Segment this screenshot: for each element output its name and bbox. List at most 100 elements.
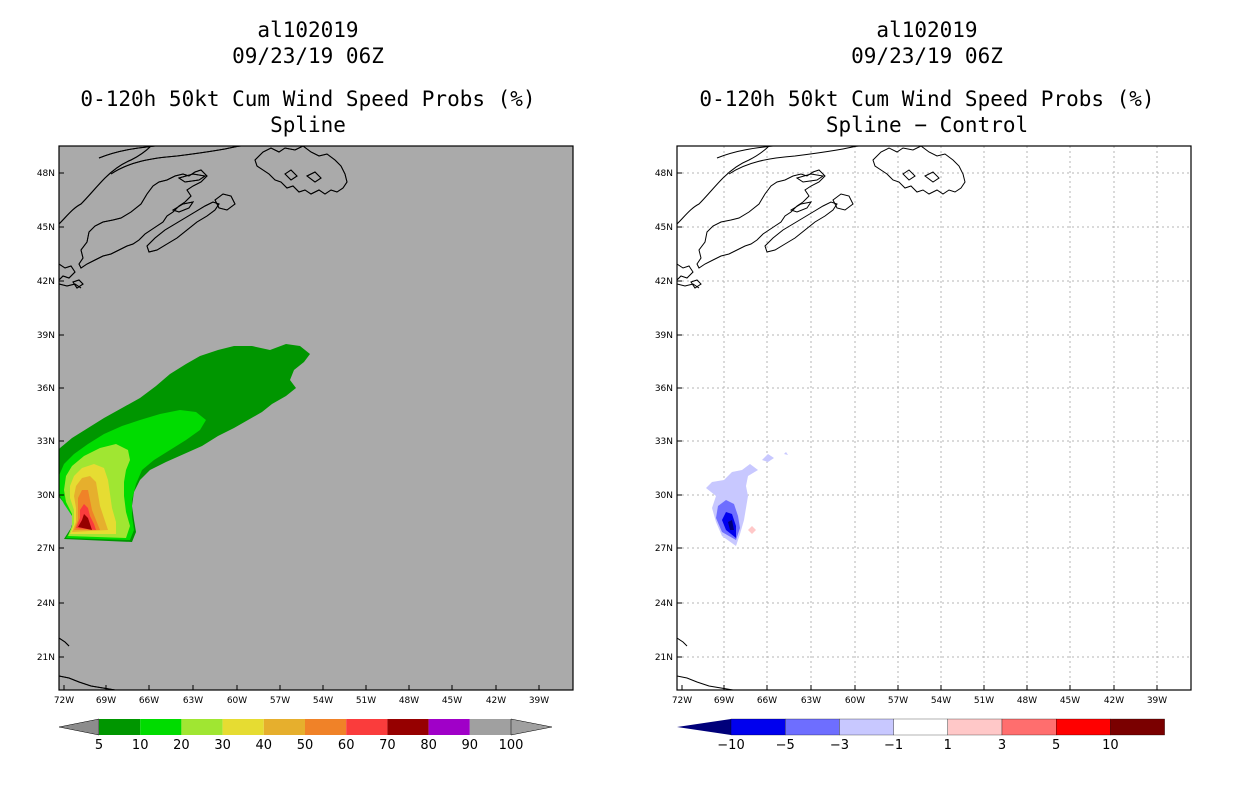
lat-tick-label: 48N xyxy=(37,169,55,179)
colorbar-label: 100 xyxy=(499,738,524,753)
storm-id: al102019 xyxy=(257,18,359,42)
colorbar-box xyxy=(99,719,141,735)
colorbar-label: 40 xyxy=(256,738,273,753)
axis-ticks: 48N 45N 42N 39N 36N 33N 30N 27N 24N 21N 72W 69W 66W 6… xyxy=(655,169,1167,706)
lon-tick-label: 66W xyxy=(757,696,777,706)
difference-contours xyxy=(706,452,788,546)
left-map: 48N 45N 42N 39N 36N 33N 30N 27N 24N 21N 72W 69W 66W 6… xyxy=(37,145,574,706)
colorbar-label: 10 xyxy=(1102,738,1119,753)
storm-id: al102019 xyxy=(876,18,978,42)
lat-tick-label: 27N xyxy=(37,544,55,554)
map-frame xyxy=(58,145,574,691)
colorbar-box xyxy=(839,718,894,736)
colorbar-high-arrow xyxy=(510,718,553,736)
left-colorbar: 5 10 20 30 40 50 60 70 80 90 100 xyxy=(58,718,553,753)
lat-tick-label: 39N xyxy=(655,331,673,341)
lon-tick-label: 63W xyxy=(183,696,203,706)
colorbar-label: 20 xyxy=(173,738,190,753)
lat-tick-label: 42N xyxy=(655,277,673,287)
lon-tick-label: 51W xyxy=(974,696,994,706)
lon-tick-label: 60W xyxy=(227,696,247,706)
lat-tick-label: 24N xyxy=(655,599,673,609)
right-map: 48N 45N 42N 39N 36N 33N 30N 27N 24N 21N 72W 69W 66W 6… xyxy=(655,145,1192,706)
lon-tick-label: 66W xyxy=(139,696,159,706)
lon-tick-label: 39W xyxy=(529,696,549,706)
colorbar-box xyxy=(1001,718,1057,736)
contour-neg-10 xyxy=(728,520,734,530)
lon-tick-label: 63W xyxy=(801,696,821,706)
colorbar-low-arrow xyxy=(677,719,731,735)
colorbar-label: −5 xyxy=(776,738,795,753)
colorbar-label: 1 xyxy=(944,738,952,753)
wind-probability-contours xyxy=(59,344,310,542)
colorbar-box xyxy=(346,719,388,735)
lat-tick-label: 33N xyxy=(37,437,55,447)
contour-neg-1-3 xyxy=(762,454,774,462)
colorbar-label: 10 xyxy=(132,738,149,753)
colorbar-box xyxy=(181,719,223,735)
colorbar-box xyxy=(305,719,347,735)
colorbar-label: 5 xyxy=(95,738,103,753)
colorbar-box xyxy=(387,719,429,735)
lon-tick-label: 39W xyxy=(1147,696,1167,706)
colorbar-low-arrow xyxy=(58,718,100,736)
colorbar-box xyxy=(785,718,840,736)
colorbar-label: −1 xyxy=(884,738,903,753)
right-colorbar: −10 −5 −3 −1 1 3 5 10 xyxy=(677,718,1165,753)
lon-tick-label: 60W xyxy=(845,696,865,706)
lon-tick-label: 42W xyxy=(1104,696,1124,706)
lon-tick-label: 45W xyxy=(1060,696,1080,706)
colorbar-box xyxy=(1056,718,1111,736)
colorbar-box xyxy=(140,719,182,735)
lon-tick-label: 48W xyxy=(399,696,419,706)
left-panel-title: al102019 09/23/19 06Z 0-120h 50kt Cum Wi… xyxy=(8,17,608,138)
contour-pos-1-3 xyxy=(748,526,756,534)
datetime: 09/23/19 06Z xyxy=(232,44,384,68)
colorbar-label: 3 xyxy=(998,738,1006,753)
lon-tick-label: 54W xyxy=(313,696,333,706)
lon-tick-label: 72W xyxy=(672,696,692,706)
lat-tick-label: 45N xyxy=(655,223,673,233)
lat-tick-label: 21N xyxy=(37,653,55,663)
lat-tick-label: 33N xyxy=(655,437,673,447)
lon-tick-label: 72W xyxy=(54,696,74,706)
colorbar-label: 30 xyxy=(214,738,231,753)
colorbar-box xyxy=(222,719,264,735)
product-title: 0-120h 50kt Cum Wind Speed Probs (%) xyxy=(699,87,1155,111)
colorbar-label: 60 xyxy=(338,738,355,753)
lon-tick-label: 45W xyxy=(442,696,462,706)
lon-tick-label: 42W xyxy=(486,696,506,706)
colorbar-label: −10 xyxy=(717,738,744,753)
colorbar-label: 5 xyxy=(1052,738,1060,753)
lat-tick-label: 36N xyxy=(655,384,673,394)
colorbar-box xyxy=(428,719,470,735)
lat-tick-label: 30N xyxy=(655,491,673,501)
lon-tick-label: 54W xyxy=(931,696,951,706)
colorbar-high-arrow xyxy=(1110,719,1165,735)
colorbar-box xyxy=(947,718,1003,736)
contour-pos-1-3 xyxy=(784,452,788,455)
lat-tick-label: 36N xyxy=(37,384,55,394)
contour-70-80 xyxy=(78,514,92,530)
panel-subtitle: Spline − Control xyxy=(825,113,1029,137)
lat-tick-label: 24N xyxy=(37,599,55,609)
lat-tick-label: 39N xyxy=(37,331,55,341)
lat-tick-label: 27N xyxy=(655,544,673,554)
lon-tick-label: 48W xyxy=(1017,696,1037,706)
colorbar-box xyxy=(893,718,948,736)
datetime: 09/23/19 06Z xyxy=(851,44,1003,68)
map-background xyxy=(677,146,1191,690)
lat-tick-label: 48N xyxy=(655,169,673,179)
lon-tick-label: 51W xyxy=(356,696,376,706)
right-panel-title: al102019 09/23/19 06Z 0-120h 50kt Cum Wi… xyxy=(627,17,1227,138)
lat-tick-label: 42N xyxy=(37,277,55,287)
colorbar-box xyxy=(469,719,511,735)
lat-tick-label: 45N xyxy=(37,223,55,233)
axis-ticks: 48N 45N 42N 39N 36N 33N 30N 27N 24N 21N 72W 69W 66W 6… xyxy=(37,169,549,706)
colorbar-box xyxy=(730,718,786,736)
map-frame xyxy=(676,145,1192,691)
colorbar-label: −3 xyxy=(830,738,849,753)
panel-subtitle: Spline xyxy=(270,113,346,137)
colorbar-label: 80 xyxy=(420,738,437,753)
